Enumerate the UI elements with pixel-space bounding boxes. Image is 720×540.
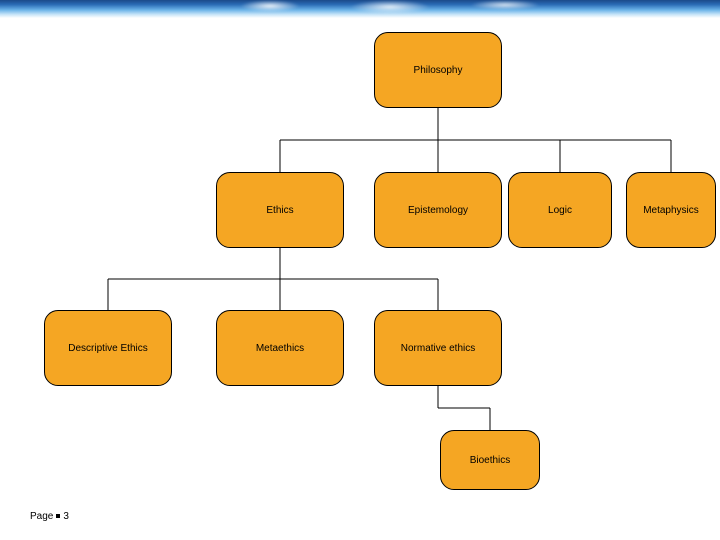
page-number: Page 3	[30, 511, 69, 522]
page-label-prefix: Page	[30, 511, 53, 522]
node-philosophy: Philosophy	[374, 32, 502, 108]
node-metaphysics: Metaphysics	[626, 172, 716, 248]
node-epistemology: Epistemology	[374, 172, 502, 248]
node-metaethics: Metaethics	[216, 310, 344, 386]
node-descriptive: Descriptive Ethics	[44, 310, 172, 386]
page-label-number: 3	[63, 511, 69, 522]
connector-layer	[0, 0, 720, 540]
node-bioethics: Bioethics	[440, 430, 540, 490]
bullet-icon	[56, 514, 60, 518]
node-normative: Normative ethics	[374, 310, 502, 386]
node-ethics: Ethics	[216, 172, 344, 248]
node-logic: Logic	[508, 172, 612, 248]
